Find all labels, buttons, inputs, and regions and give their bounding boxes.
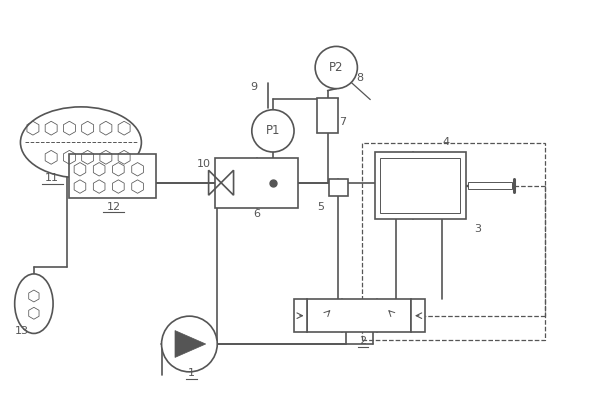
Text: 6: 6	[253, 209, 260, 219]
Text: 1: 1	[188, 368, 195, 378]
Bar	[329, 179, 348, 196]
Text: 5: 5	[317, 202, 324, 212]
Circle shape	[162, 316, 217, 372]
Bar	[375, 152, 466, 219]
Text: 9: 9	[250, 82, 257, 92]
Ellipse shape	[21, 107, 142, 178]
Text: 3: 3	[474, 224, 481, 234]
Bar	[307, 299, 411, 332]
Ellipse shape	[15, 274, 53, 334]
Text: 13: 13	[14, 326, 28, 336]
Bar	[411, 299, 425, 332]
Bar	[317, 98, 338, 133]
Text: 8: 8	[356, 73, 363, 83]
Text: 12: 12	[107, 202, 120, 212]
Bar	[468, 182, 512, 190]
Circle shape	[252, 110, 294, 152]
Bar	[70, 154, 156, 198]
Bar	[381, 158, 460, 214]
Bar	[362, 143, 545, 340]
Text: 4: 4	[442, 137, 449, 147]
Circle shape	[315, 46, 358, 89]
Text: P1: P1	[266, 124, 280, 137]
Bar	[294, 299, 307, 332]
Text: P2: P2	[329, 61, 343, 74]
Text: 10: 10	[197, 159, 211, 169]
Text: 2: 2	[359, 336, 367, 346]
Text: 7: 7	[339, 117, 346, 127]
Text: 11: 11	[45, 173, 59, 183]
Bar	[215, 158, 298, 208]
Polygon shape	[175, 330, 206, 358]
